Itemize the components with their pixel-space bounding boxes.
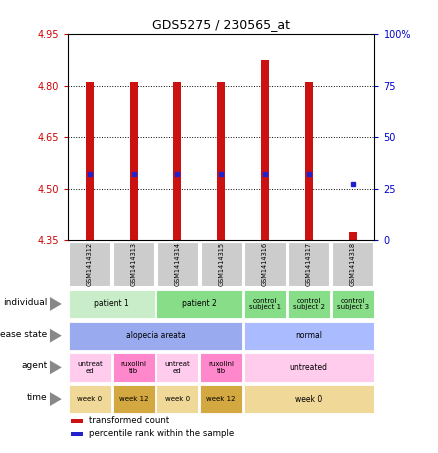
Text: agent: agent xyxy=(21,361,47,371)
Text: patient 1: patient 1 xyxy=(94,299,129,308)
Bar xyxy=(156,290,242,318)
Bar xyxy=(86,82,94,240)
Bar xyxy=(201,241,242,286)
Text: transformed count: transformed count xyxy=(89,416,170,425)
Bar xyxy=(113,353,155,381)
Text: control
subject 2: control subject 2 xyxy=(293,298,325,310)
Text: GSM1414312: GSM1414312 xyxy=(87,242,93,286)
Text: untreat
ed: untreat ed xyxy=(77,361,102,374)
Bar xyxy=(244,322,374,350)
Polygon shape xyxy=(50,329,62,342)
Text: percentile rank within the sample: percentile rank within the sample xyxy=(89,429,235,439)
Bar xyxy=(156,385,198,413)
Bar xyxy=(69,353,111,381)
Bar xyxy=(244,290,286,318)
Polygon shape xyxy=(50,297,62,311)
Bar xyxy=(261,60,269,240)
Text: week 0: week 0 xyxy=(295,395,322,404)
Bar xyxy=(305,82,313,240)
Bar xyxy=(349,231,357,240)
Text: GSM1414317: GSM1414317 xyxy=(306,242,312,286)
Bar xyxy=(130,82,138,240)
Text: ruxolini
tib: ruxolini tib xyxy=(120,361,147,374)
Text: week 12: week 12 xyxy=(119,396,148,402)
Bar xyxy=(69,385,111,413)
Bar xyxy=(69,322,242,350)
Bar xyxy=(173,82,181,240)
Bar xyxy=(71,432,83,436)
Bar xyxy=(200,353,242,381)
Text: disease state: disease state xyxy=(0,330,47,339)
Text: control
subject 3: control subject 3 xyxy=(336,298,369,310)
Bar xyxy=(69,241,110,286)
Bar xyxy=(244,241,286,286)
Bar xyxy=(288,290,330,318)
Text: time: time xyxy=(27,393,47,402)
Bar xyxy=(113,385,155,413)
Text: week 12: week 12 xyxy=(206,396,236,402)
Text: alopecia areata: alopecia areata xyxy=(126,331,185,340)
Text: week 0: week 0 xyxy=(77,396,102,402)
Polygon shape xyxy=(50,392,62,406)
Bar xyxy=(200,385,242,413)
Bar xyxy=(156,353,198,381)
Text: GSM1414314: GSM1414314 xyxy=(174,242,180,286)
Text: GSM1414315: GSM1414315 xyxy=(218,242,224,286)
Polygon shape xyxy=(50,361,62,374)
Text: control
subject 1: control subject 1 xyxy=(249,298,281,310)
Bar xyxy=(217,82,225,240)
Title: GDS5275 / 230565_at: GDS5275 / 230565_at xyxy=(152,19,290,31)
Bar xyxy=(244,385,374,413)
Text: untreat
ed: untreat ed xyxy=(165,361,190,374)
Text: patient 2: patient 2 xyxy=(182,299,217,308)
Bar xyxy=(332,290,374,318)
Text: week 0: week 0 xyxy=(165,396,190,402)
Bar xyxy=(113,241,154,286)
Bar xyxy=(332,241,373,286)
Text: untreated: untreated xyxy=(290,363,328,372)
Text: individual: individual xyxy=(3,298,47,307)
Text: ruxolini
tib: ruxolini tib xyxy=(208,361,234,374)
Text: GSM1414313: GSM1414313 xyxy=(131,242,137,286)
Bar xyxy=(288,241,329,286)
Bar xyxy=(244,353,374,381)
Bar xyxy=(157,241,198,286)
Text: GSM1414316: GSM1414316 xyxy=(262,242,268,286)
Bar xyxy=(69,290,155,318)
Bar xyxy=(71,419,83,423)
Text: normal: normal xyxy=(295,331,322,340)
Text: GSM1414318: GSM1414318 xyxy=(350,242,356,286)
